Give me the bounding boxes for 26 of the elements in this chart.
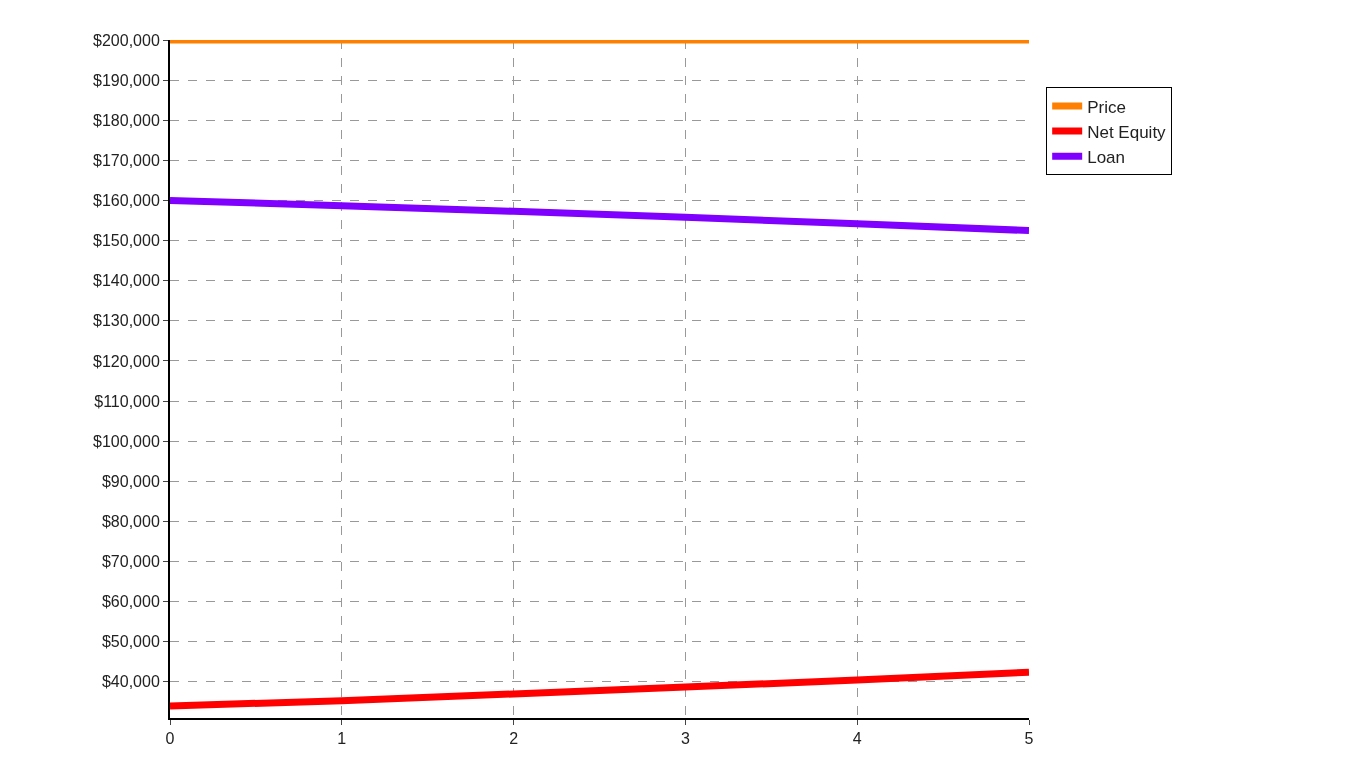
legend-label: Net Equity — [1087, 122, 1167, 142]
y-tick-label: $130,000 — [93, 312, 160, 330]
y-tick-label: $40,000 — [101, 673, 160, 691]
x-tick-label: 0 — [165, 730, 175, 748]
y-tick-label: $70,000 — [101, 553, 160, 571]
y-tick-label: $140,000 — [93, 272, 160, 290]
y-tick-label: $180,000 — [93, 111, 160, 129]
x-tick-label: 5 — [1024, 730, 1034, 748]
y-tick-label: $80,000 — [101, 513, 160, 531]
y-tick-label: $150,000 — [93, 232, 160, 250]
legend-label: Loan — [1087, 147, 1126, 167]
legend-label: Price — [1087, 97, 1126, 117]
y-tick-label: $170,000 — [93, 151, 160, 169]
x-tick-label: 2 — [509, 730, 519, 748]
y-tick-label: $190,000 — [93, 71, 160, 89]
y-tick-label: $110,000 — [94, 392, 160, 410]
y-tick-label: $200,000 — [93, 31, 160, 49]
x-tick-label: 4 — [852, 730, 862, 748]
y-tick-label: $90,000 — [101, 472, 160, 490]
x-tick-label: 3 — [680, 730, 690, 748]
y-tick-label: $100,000 — [93, 432, 160, 450]
x-tick-label: 1 — [337, 730, 347, 748]
y-tick-label: $120,000 — [93, 352, 160, 370]
y-tick-label: $160,000 — [93, 192, 160, 210]
y-tick-label: $60,000 — [101, 593, 160, 611]
y-tick-label: $50,000 — [101, 633, 160, 651]
